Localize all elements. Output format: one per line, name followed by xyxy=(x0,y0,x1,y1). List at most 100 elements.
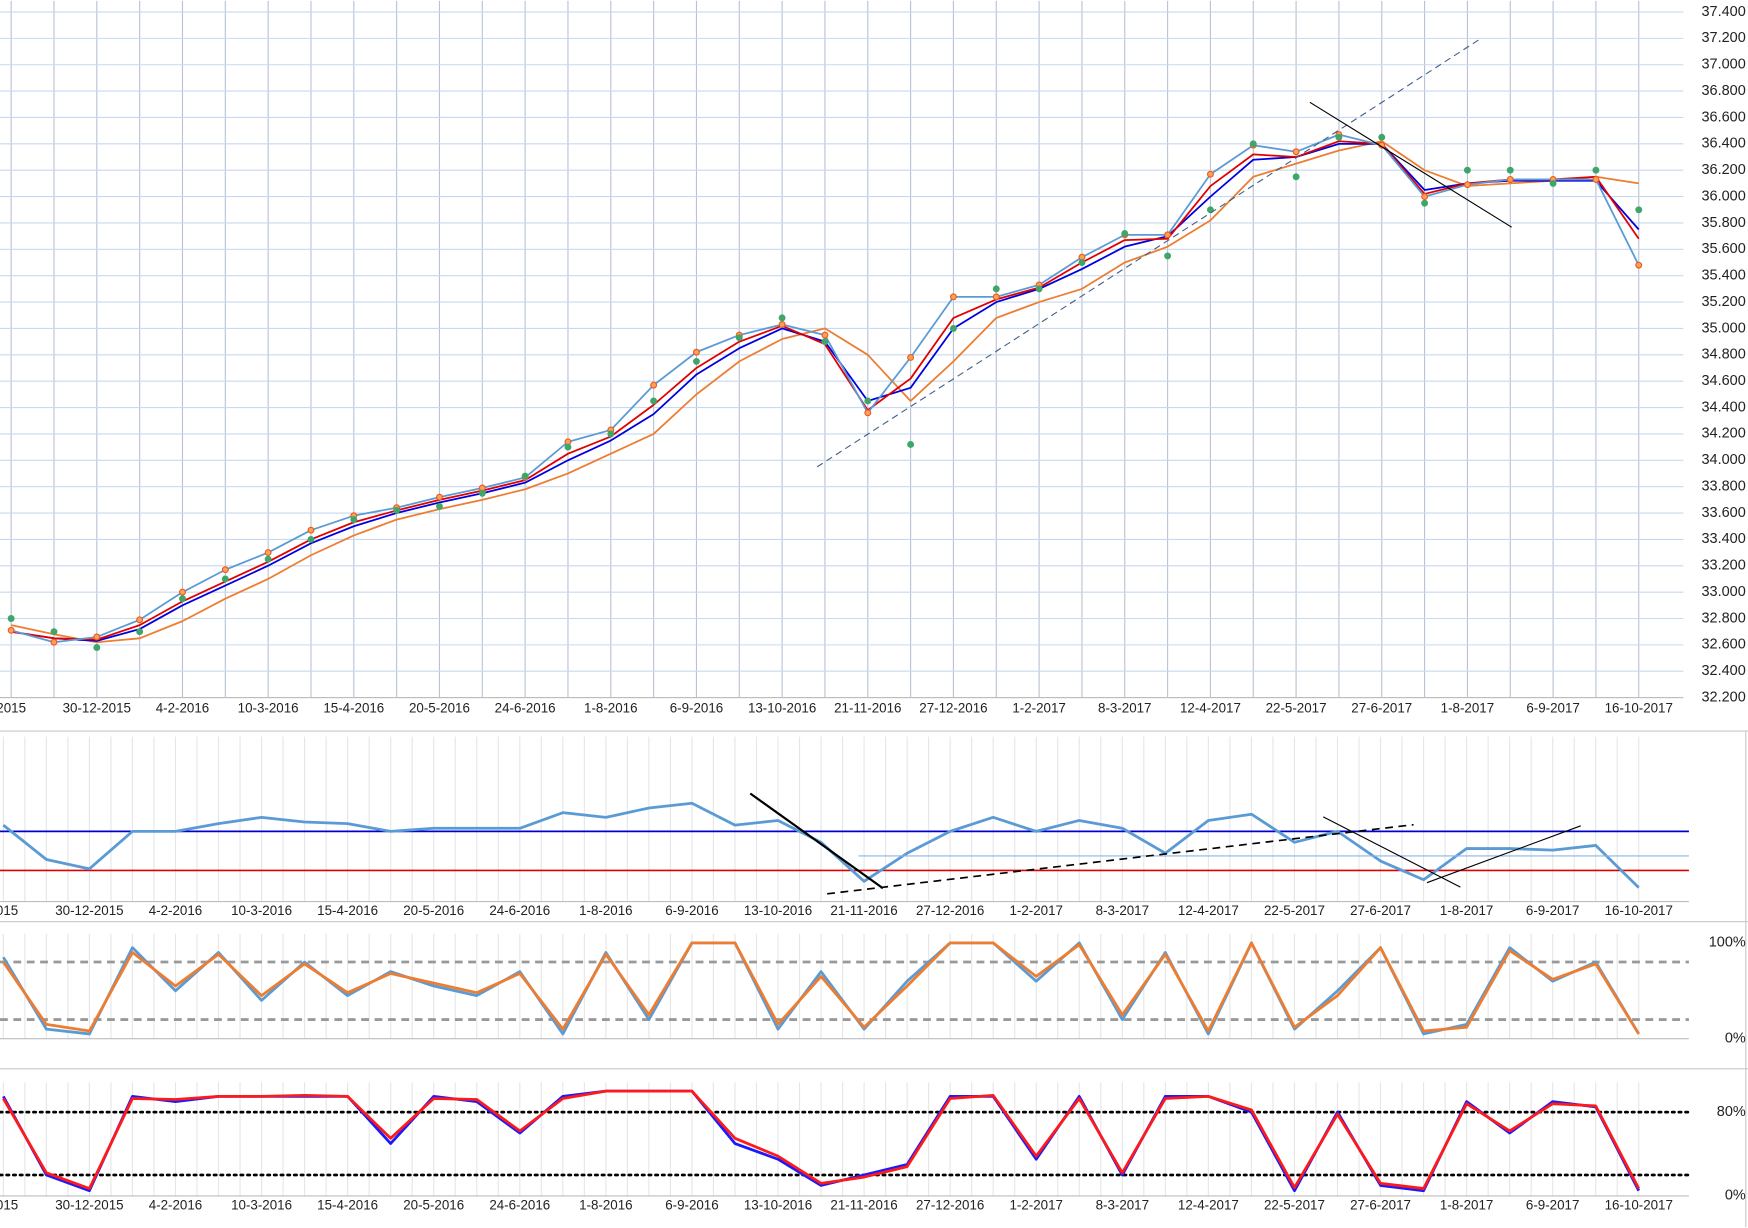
series-marker xyxy=(735,334,743,342)
series-marker xyxy=(1592,166,1600,174)
y-tick-label: 32.600 xyxy=(1701,637,1745,653)
series-marker xyxy=(1463,166,1471,174)
x-tick-label: 15-4-2016 xyxy=(323,700,384,715)
series-marker xyxy=(307,526,315,534)
x-tick-label: 12-4-2017 xyxy=(1180,700,1241,715)
x-tick-label: 8-3-2017 xyxy=(1098,700,1151,715)
series-marker xyxy=(307,535,315,543)
series-marker xyxy=(1292,173,1300,181)
y-tick-label: 35.000 xyxy=(1701,320,1745,336)
x-tick-label: 6-9-2017 xyxy=(1526,903,1579,918)
series-marker xyxy=(992,285,1000,293)
x-tick-label: 30-12-2015 xyxy=(55,1197,123,1212)
series-marker xyxy=(436,502,443,510)
series-marker xyxy=(821,338,829,346)
series-marker xyxy=(93,633,101,641)
x-tick-label: 2015 xyxy=(0,700,26,715)
y-tick-label: 35.400 xyxy=(1701,268,1745,284)
trendline xyxy=(1309,101,1512,228)
trendline xyxy=(827,823,1414,895)
series-marker xyxy=(93,644,101,651)
series-marker xyxy=(221,575,229,583)
x-tick-label: 20-5-2016 xyxy=(409,700,470,715)
series-marker xyxy=(1121,230,1129,237)
y-tick-label: 36.000 xyxy=(1701,188,1745,204)
x-tick-label: 16-10-2017 xyxy=(1605,1197,1673,1212)
series-marker xyxy=(350,516,358,524)
x-tick-label: 1-8-2017 xyxy=(1441,700,1494,715)
x-tick-label: 27-6-2017 xyxy=(1350,903,1411,918)
x-tick-label: 30-12-2015 xyxy=(55,903,123,918)
series-marker xyxy=(907,353,915,361)
y-tick-label: 36.800 xyxy=(1701,83,1745,99)
x-tick-label: 6-9-2017 xyxy=(1526,1197,1579,1212)
series-marker xyxy=(7,626,15,634)
x-tick-label: 1-8-2016 xyxy=(579,903,632,918)
series-marker xyxy=(992,293,1000,301)
series-marker xyxy=(1635,206,1643,214)
series-marker xyxy=(778,321,786,328)
x-tick-label: 22-5-2017 xyxy=(1264,1197,1325,1212)
series-marker xyxy=(1164,231,1172,239)
y-tick-label: 33.200 xyxy=(1701,558,1745,574)
y-tick-label: 35.800 xyxy=(1701,215,1745,231)
series-line xyxy=(2,801,1640,889)
x-tick-label: 8-3-2017 xyxy=(1096,1197,1149,1212)
x-tick-label: 22-5-2017 xyxy=(1264,903,1325,918)
series-marker xyxy=(650,381,658,389)
y-tick-label: 0% xyxy=(1725,1031,1746,1047)
y-tick-label: 36.600 xyxy=(1701,109,1745,125)
x-tick-label: 15-4-2016 xyxy=(317,1197,378,1212)
x-tick-label: 8-3-2017 xyxy=(1096,903,1149,918)
y-tick-label: 0% xyxy=(1725,1188,1746,1204)
y-tick-label: 32.400 xyxy=(1701,663,1745,679)
series-marker xyxy=(821,331,829,339)
y-tick-label: 33.000 xyxy=(1701,584,1745,600)
y-tick-label: 37.200 xyxy=(1701,30,1745,46)
series-marker xyxy=(179,588,186,596)
x-tick-label: 20-5-2016 xyxy=(403,903,464,918)
series-marker xyxy=(50,638,58,646)
series-marker xyxy=(949,293,957,301)
series-marker xyxy=(393,506,401,514)
x-tick-label: 27-6-2017 xyxy=(1351,700,1412,715)
series-marker xyxy=(436,493,443,501)
series-marker xyxy=(179,595,186,603)
x-tick-label: 1-8-2016 xyxy=(579,1197,632,1212)
y-tick-label: 34.800 xyxy=(1701,347,1745,363)
series-marker xyxy=(1378,133,1386,141)
series-marker xyxy=(864,397,872,405)
y-tick-label: 32.200 xyxy=(1701,689,1745,705)
panel-borders xyxy=(0,730,1748,1228)
series-marker xyxy=(607,430,615,438)
y-tick-label: 34.400 xyxy=(1701,399,1745,415)
series-marker xyxy=(136,628,144,636)
y-tick-label: 35.600 xyxy=(1701,241,1745,257)
y-tick-label: 33.600 xyxy=(1701,505,1745,521)
x-tick-label: 24-6-2016 xyxy=(495,700,556,715)
y-tick-label: 37.000 xyxy=(1701,57,1745,73)
y-tick-label: 34.000 xyxy=(1701,452,1745,468)
series-marker xyxy=(7,615,15,622)
x-tick-label: 1-8-2017 xyxy=(1440,1197,1493,1212)
series-marker xyxy=(1035,285,1043,293)
trendline xyxy=(1426,825,1581,884)
y-tick-label: 33.400 xyxy=(1701,531,1745,547)
trendline xyxy=(749,792,884,890)
series-marker xyxy=(1421,193,1429,201)
x-tick-label: 10-3-2016 xyxy=(231,903,292,918)
x-tick-label: 4-2-2016 xyxy=(149,903,202,918)
series-marker xyxy=(50,628,58,636)
trendline xyxy=(816,38,1481,468)
x-tick-label: 16-10-2017 xyxy=(1605,700,1673,715)
x-tick-label: 13-10-2016 xyxy=(748,700,816,715)
series-marker xyxy=(1463,181,1471,189)
x-tick-label: 6-9-2016 xyxy=(670,700,723,715)
x-tick-label: 10-3-2016 xyxy=(231,1197,292,1212)
series-marker xyxy=(264,549,272,557)
x-tick-label: 30-12-2015 xyxy=(63,700,131,715)
x-tick-label: 27-12-2016 xyxy=(916,1197,984,1212)
